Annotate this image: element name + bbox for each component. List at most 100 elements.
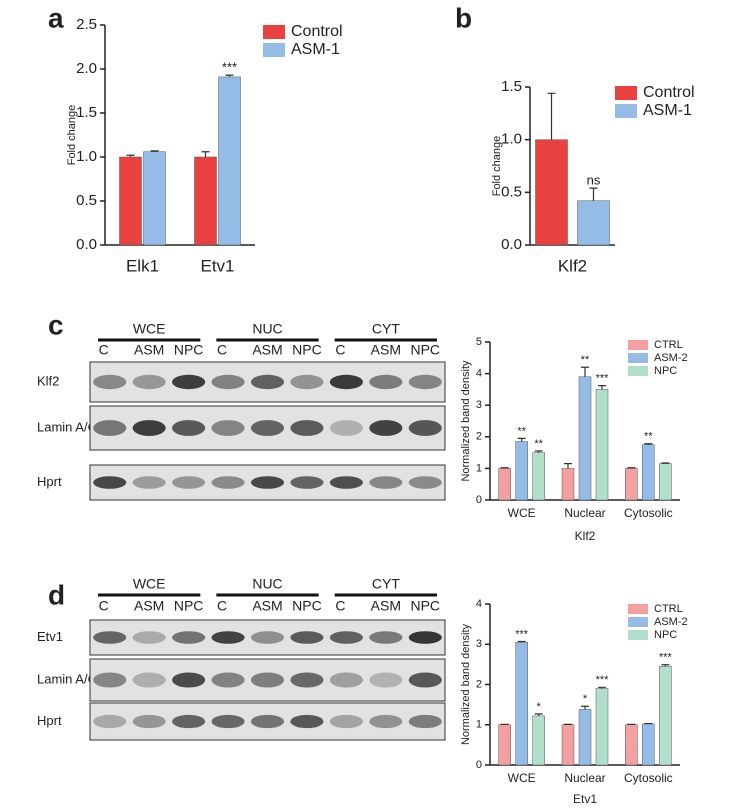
significance-label: **	[517, 425, 526, 437]
error-bar	[661, 462, 670, 464]
blot-band	[250, 476, 285, 489]
y-tick-label: 1	[476, 719, 482, 731]
blot-band	[93, 374, 127, 390]
blot-band	[290, 420, 324, 436]
blot-band	[290, 631, 324, 644]
blot-band	[93, 714, 127, 729]
blot-band	[93, 672, 127, 688]
blot-band	[132, 714, 166, 729]
legend-swatch	[628, 617, 648, 627]
legend-label: ASM-1	[643, 102, 692, 119]
bar	[595, 688, 609, 766]
legend-label: CTRL	[654, 603, 683, 615]
y-tick-label: 1.0	[501, 131, 522, 148]
y-tick-label: 5	[476, 336, 482, 348]
y-axis-label: Fold change	[491, 136, 503, 197]
y-tick-label: 4	[476, 598, 482, 610]
blot-band	[290, 672, 324, 688]
blot-row-label: Etv1	[37, 629, 63, 644]
blot-band	[250, 631, 285, 644]
legend-swatch	[628, 604, 648, 614]
blot-band	[172, 631, 206, 644]
blot-band	[408, 420, 442, 436]
significance-label: ***	[222, 60, 237, 75]
bar	[659, 666, 672, 766]
blot-lane-label: ASM	[134, 598, 164, 614]
y-tick-label: 2.0	[76, 60, 97, 77]
bar	[561, 724, 575, 766]
legend-label: ASM-2	[654, 352, 688, 364]
blot-band	[93, 631, 127, 644]
y-tick-label: 0.5	[76, 192, 97, 209]
blot-group-label: WCE	[133, 576, 166, 592]
bar	[577, 200, 610, 246]
legend-swatch	[628, 340, 648, 350]
error-bar	[589, 187, 598, 201]
error-bar	[517, 437, 526, 442]
blot-band	[93, 420, 127, 436]
error-bar	[598, 385, 606, 390]
blot-band	[369, 631, 403, 644]
bar	[194, 156, 217, 246]
y-tick-label: 1.0	[76, 148, 97, 165]
blot-band	[211, 374, 245, 390]
panel-label: d	[48, 579, 65, 610]
legend-swatch	[628, 366, 648, 376]
blot-band	[172, 374, 206, 390]
y-tick-label: 1.5	[76, 104, 97, 121]
significance-label: ***	[596, 674, 610, 686]
significance-label: **	[581, 354, 590, 366]
bar	[498, 724, 511, 766]
panel-label: b	[455, 2, 472, 33]
legend-label: ASM-1	[291, 41, 340, 58]
legend-swatch	[263, 25, 285, 39]
blot-band	[250, 714, 285, 729]
blot-band	[250, 420, 285, 436]
blot-band	[369, 420, 403, 436]
legend-label: Control	[291, 23, 343, 40]
error-bar	[598, 686, 606, 689]
x-axis-label: Klf2	[575, 529, 596, 543]
blot-band	[408, 672, 442, 688]
blot-group-label: CYT	[372, 576, 400, 592]
blot-row-label: Hprt	[37, 474, 62, 489]
blot-lane-label: C	[335, 598, 345, 614]
blot-band	[172, 476, 206, 489]
bar	[595, 389, 609, 501]
blot-lane-label: ASM	[371, 342, 401, 358]
y-axis-label: Fold change	[66, 105, 78, 166]
legend-swatch	[628, 353, 648, 363]
significance-label: *	[583, 693, 588, 705]
blot-lane-label: NPC	[174, 598, 204, 614]
bar	[561, 468, 575, 501]
x-tick-label: WCE	[508, 771, 536, 785]
blot-band	[172, 714, 206, 729]
error-bar	[547, 92, 556, 140]
blot-band	[132, 374, 166, 390]
error-bar	[581, 366, 589, 377]
blot-band	[93, 476, 127, 489]
significance-label: ns	[587, 173, 601, 188]
y-tick-label: 0.0	[76, 236, 97, 253]
bar	[532, 715, 545, 766]
significance-label: **	[644, 431, 653, 443]
blot-row-label: Lamin A/C	[37, 671, 97, 686]
blot-band	[211, 672, 245, 688]
blot-lane-label: C	[335, 342, 345, 358]
y-tick-label: 2	[476, 678, 482, 690]
blot-lane-label: ASM	[371, 598, 401, 614]
blot-band	[290, 374, 324, 390]
x-tick-label: Cytosolic	[624, 506, 673, 520]
y-tick-label: 0.0	[501, 236, 522, 253]
blot-lane-label: C	[99, 598, 109, 614]
error-bar	[581, 705, 589, 710]
bar	[578, 709, 592, 766]
blot-band	[369, 476, 403, 489]
error-bar	[627, 467, 636, 469]
blot-band	[211, 631, 245, 644]
y-axis-label: Normalized band density	[460, 623, 472, 745]
blot-group-label: NUC	[252, 321, 282, 337]
bar	[578, 376, 592, 501]
bar	[515, 441, 528, 501]
